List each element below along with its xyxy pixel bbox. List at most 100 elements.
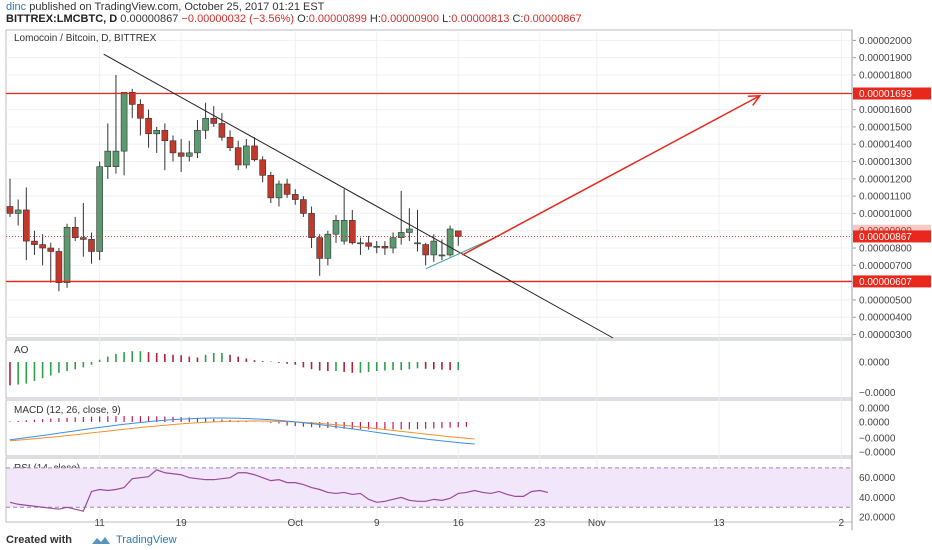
candle-body	[332, 220, 340, 235]
x-tick-label: 2	[839, 518, 845, 529]
level-price-tag	[853, 275, 931, 288]
candle-body	[446, 228, 454, 256]
candle-body	[406, 228, 413, 233]
candle-body	[397, 232, 405, 238]
x-tick-label: 23	[534, 518, 546, 529]
candle-body	[6, 206, 14, 214]
x-tick-label: 11	[94, 518, 105, 529]
created-with-text: Created with	[6, 534, 73, 546]
candle-body	[47, 247, 55, 252]
candle-body	[80, 237, 87, 240]
y-tick-label: 0.00001600	[859, 105, 912, 116]
chart-title: Lomocoin / Bitcoin, D, BITTREX	[14, 33, 157, 44]
level-price-label: 0.00000607	[859, 277, 912, 288]
rsi-line	[9, 469, 549, 512]
x-tick-label: 13	[713, 518, 725, 529]
ao-y-label: 0.0000	[859, 358, 890, 369]
candle-body	[112, 150, 120, 167]
macd-y-label: −0.0000	[859, 434, 896, 445]
high-value: 0.00000900	[380, 13, 440, 25]
candle-body	[348, 220, 356, 244]
macd-line	[9, 417, 475, 445]
tradingview-cloud-icon	[92, 537, 110, 544]
publish-header: dinc published on TradingView.com, Octob…	[0, 0, 932, 26]
projection-arrow-line	[461, 95, 761, 256]
candle-body	[194, 130, 201, 154]
candle-body	[218, 123, 226, 138]
candle-body	[186, 152, 193, 157]
y-tick-label: 0.00002000	[859, 36, 912, 47]
rsi-y-label: 60.0000	[859, 473, 896, 484]
high-label: H:	[369, 13, 381, 25]
x-tick-label: Nov	[588, 518, 606, 529]
current-price: 0.00000867	[120, 13, 179, 25]
tradingview-link[interactable]: TradingView	[116, 534, 177, 546]
candle-body	[340, 220, 348, 242]
candle-body	[267, 175, 275, 199]
candle-body	[291, 194, 299, 200]
chart-area[interactable]: 11 19 Oct 9 16 23 Nov 13 2 0.00002000 0.00001900 0.…	[0, 26, 932, 530]
y-tick-label: 0.00001500	[859, 122, 912, 133]
pane-frame	[5, 29, 853, 339]
support-trendline	[425, 238, 492, 270]
candles	[6, 74, 462, 292]
candle-body	[259, 159, 266, 176]
y-tick-label: 0.00001400	[859, 140, 912, 151]
macd-y-label: −0.0000	[859, 448, 896, 459]
y-tick-label: 0.00000700	[859, 261, 912, 272]
ao-y-label: −0.0000	[859, 388, 896, 399]
rsi-band	[7, 467, 851, 508]
close-value: 0.00000867	[523, 13, 582, 25]
rsi-y-label: 40.0000	[859, 493, 896, 504]
candle-body	[324, 233, 332, 259]
y-tick-label: 0.00001000	[859, 209, 912, 220]
candle-body	[55, 251, 63, 283]
candle-body	[14, 209, 22, 214]
y-tick-label: 0.00000400	[859, 313, 912, 324]
candle-body	[414, 242, 421, 245]
open-label: O:	[297, 13, 309, 25]
pane-frame	[5, 339, 853, 399]
candle-body	[251, 145, 258, 161]
candle-body	[177, 152, 185, 157]
x-tick-label: 19	[176, 518, 188, 529]
close-label: C:	[512, 13, 524, 25]
macd-title: MACD (12, 26, close, 9)	[14, 405, 121, 416]
low-label: L:	[442, 13, 452, 25]
candle-body	[422, 244, 429, 256]
candle-body	[96, 166, 103, 252]
candle-body	[381, 245, 389, 249]
candle-body	[357, 242, 364, 245]
published-text: published on TradingView.com, October 25…	[29, 1, 325, 13]
candle-body	[120, 91, 128, 152]
candle-body	[169, 140, 177, 154]
y-tick-label: 0.00001800	[859, 70, 912, 81]
candle-body	[63, 226, 71, 283]
publish-line: dinc published on TradingView.com, Octob…	[6, 1, 324, 13]
x-tick-label: Oct	[287, 518, 303, 529]
candle-body	[104, 150, 112, 167]
candle-body	[210, 117, 218, 124]
candle-body	[226, 136, 234, 148]
candle-body	[373, 245, 381, 248]
y-tick-label: 0.00001100	[859, 192, 912, 203]
candle-body	[454, 230, 462, 237]
low-value: 0.00000813	[451, 13, 510, 25]
rsi-y-label: 20.0000	[859, 513, 896, 524]
x-tick-label: 9	[374, 518, 380, 529]
candle-body	[161, 130, 169, 142]
candle-body	[153, 130, 160, 135]
last-price-label: 0.00000867	[859, 232, 912, 243]
descending-trendline	[103, 53, 614, 339]
y-tick-label: 0.00000500	[859, 295, 912, 306]
candle-body	[389, 237, 397, 249]
candle-body	[300, 199, 307, 214]
candle-body	[22, 209, 30, 242]
candle-body	[365, 242, 372, 247]
candle-body	[438, 254, 446, 257]
author-link[interactable]: dinc	[6, 1, 27, 13]
y-tick-label: 0.00001300	[859, 157, 912, 168]
y-tick-label: 0.00001900	[859, 53, 912, 64]
candle-body	[316, 237, 324, 259]
candle-body	[137, 104, 144, 119]
